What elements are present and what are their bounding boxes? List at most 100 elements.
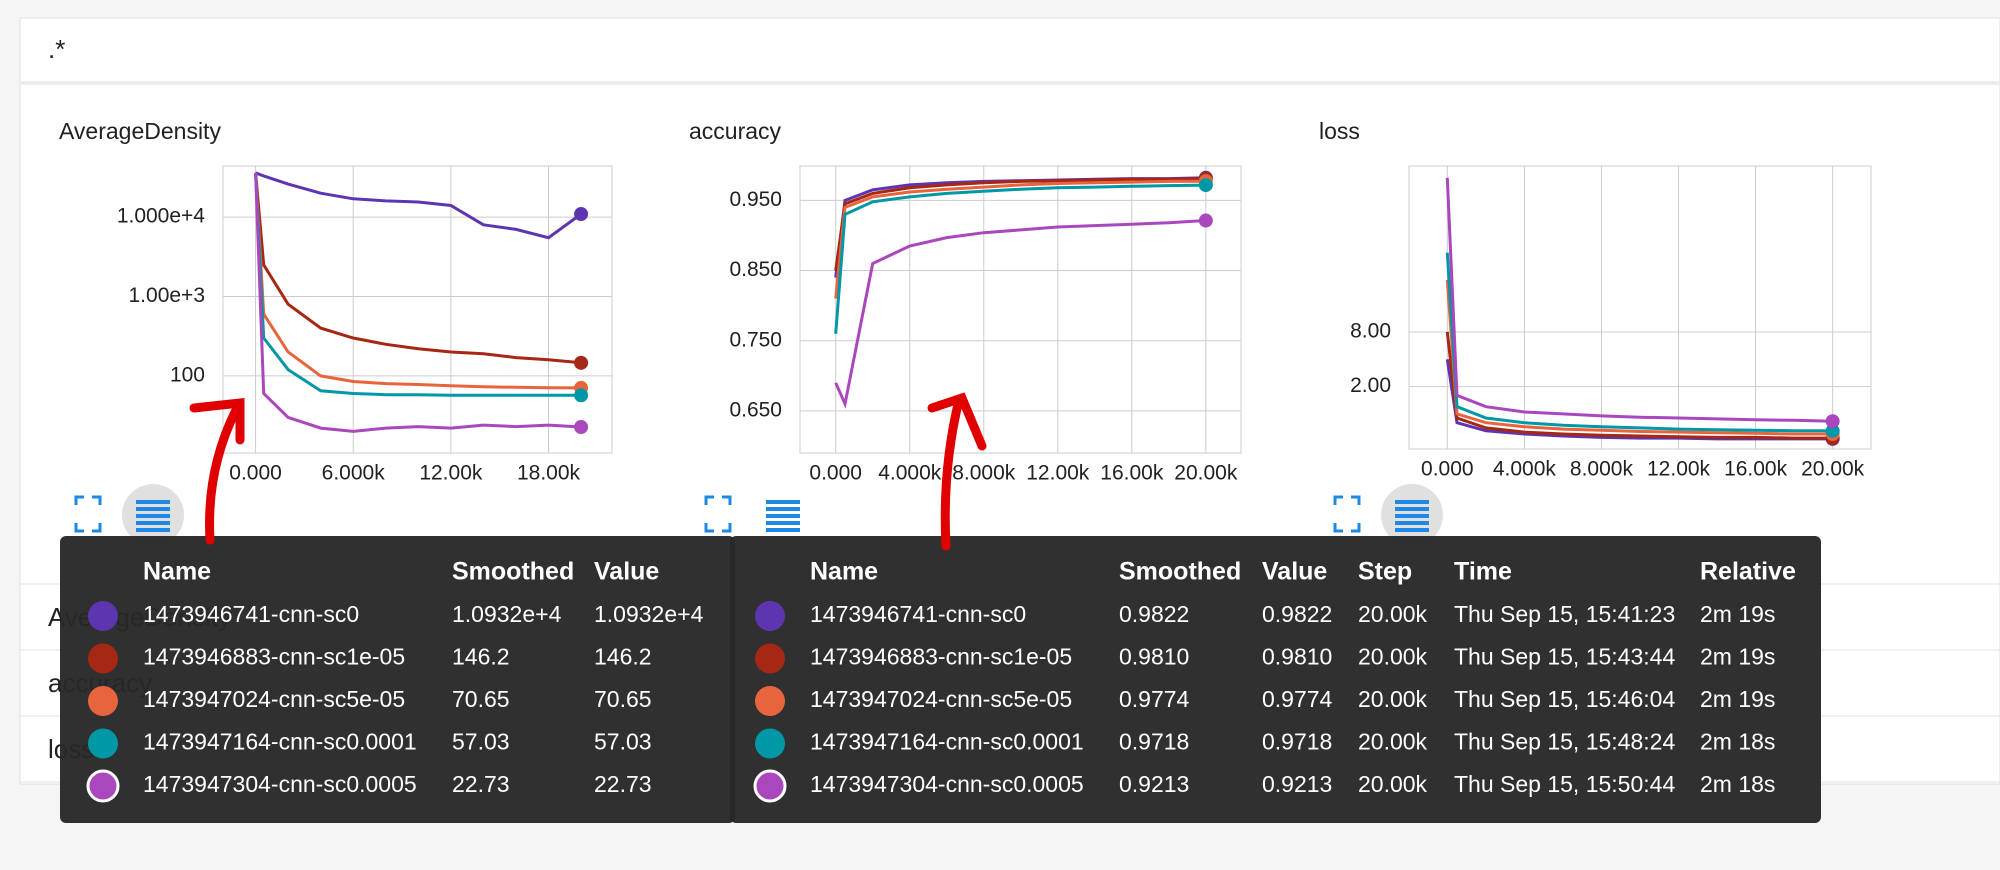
y-tick-label: 0.950 [729, 188, 782, 211]
chart: accuracy 0.000 4.000k 8.000k 12.00k 16.00k 20.… [689, 118, 1242, 485]
chart-title: accuracy [689, 118, 782, 144]
column-header: Time [1454, 558, 1512, 586]
list-button-bar[interactable] [766, 500, 800, 504]
series-line [254, 172, 582, 365]
column-header: Name [810, 558, 878, 586]
cell: 2m 18s [1700, 729, 1775, 755]
x-tick-label: 0.000 [1421, 458, 1474, 481]
list-button-bar[interactable] [136, 500, 170, 504]
annotations [189, 392, 987, 551]
cell: 0.9810 [1262, 644, 1332, 670]
cell: 70.65 [594, 686, 652, 712]
cell: 1473946741-cnn-sc0 [143, 601, 359, 627]
icons [74, 484, 1443, 546]
cell: 1473946741-cnn-sc0 [810, 601, 1026, 627]
cell: 2m 19s [1700, 686, 1775, 712]
column-header: Step [1358, 558, 1412, 586]
chart: loss 0.000 4.000k 8.000k 12.00k 16.00k 20.00k 8… [1319, 118, 1872, 481]
cell: 0.9718 [1119, 729, 1189, 755]
list-button-bar[interactable] [1395, 514, 1429, 518]
list-button-bar[interactable] [136, 521, 170, 525]
filter-text[interactable]: .* [48, 34, 65, 64]
fullscreen-button[interactable] [1333, 495, 1361, 533]
cell: 70.65 [452, 686, 510, 712]
tooltips: Name Smoothed Value 1473946741-cnn-sc0 1.093… [60, 536, 1821, 823]
series-line [1445, 279, 1833, 436]
y-tick-label: 1.00e+3 [129, 284, 206, 307]
cell: Thu Sep 15, 15:41:23 [1454, 601, 1675, 627]
x-tick-label: 4.000k [1493, 458, 1557, 481]
cell: 2m 19s [1700, 644, 1775, 670]
cell: 0.9822 [1262, 601, 1332, 627]
list-button-bar[interactable] [136, 514, 170, 518]
cell: Thu Sep 15, 15:43:44 [1454, 644, 1675, 670]
list-button-bar[interactable] [766, 507, 800, 511]
list-button-bar[interactable] [766, 514, 800, 518]
list-button-bar[interactable] [136, 528, 170, 532]
x-tick-label: 0.000 [229, 462, 282, 485]
run-color-dot [88, 643, 118, 674]
y-tick-label: 0.850 [729, 258, 782, 281]
run-color-dot [86, 769, 120, 803]
filter-bar[interactable] [19, 17, 2000, 83]
cell: 1.0932e+4 [594, 601, 704, 627]
series-line [254, 172, 582, 433]
cell: 20.00k [1358, 601, 1428, 627]
cell: 20.00k [1358, 729, 1428, 755]
cell: 2m 19s [1700, 601, 1775, 627]
list-button-bar[interactable] [136, 507, 170, 511]
cell: Thu Sep 15, 15:50:44 [1454, 771, 1675, 797]
run-color-dot [755, 686, 785, 716]
series-line [1445, 331, 1833, 440]
series-line [834, 177, 1206, 271]
list-button-bar[interactable] [1395, 500, 1429, 504]
x-tick-label: 18.00k [517, 462, 581, 485]
plot-area [222, 165, 613, 454]
cell: 146.2 [452, 644, 510, 670]
series-line [255, 171, 582, 240]
run-color-dot [755, 601, 785, 631]
series-line [1445, 177, 1833, 423]
tooltip-panel [730, 536, 1821, 823]
cell: 1473946883-cnn-sc1e-05 [143, 644, 405, 670]
end-point [1825, 414, 1840, 429]
end-point [574, 207, 589, 222]
list-button-bar[interactable] [766, 521, 800, 525]
column-header: Value [594, 558, 659, 586]
list-button-bar[interactable] [1395, 521, 1429, 525]
x-tick-label: 12.00k [1647, 458, 1711, 481]
end-point [574, 388, 589, 403]
fullscreen-button[interactable] [704, 495, 732, 533]
list-button-bar[interactable] [1395, 528, 1429, 532]
cell: 57.03 [452, 729, 510, 755]
plot-area [1408, 165, 1872, 450]
cell: 20.00k [1358, 771, 1428, 797]
charts: AverageDensity 0.000 6.000k 12.00k 18.00k 1.0… [59, 118, 1872, 485]
column-header: Smoothed [1119, 558, 1241, 586]
cell: 1.0932e+4 [452, 601, 562, 627]
list-button-bar[interactable] [766, 528, 800, 532]
fullscreen-button[interactable] [74, 495, 102, 533]
x-tick-label: 0.000 [809, 462, 862, 485]
tooltip: Name Smoothed Value Step Time Relative 1473946… [730, 536, 1821, 823]
y-tick-label: 0.750 [729, 328, 782, 351]
cell: 1473947304-cnn-sc0.0005 [810, 771, 1084, 797]
x-tick-label: 20.00k [1174, 462, 1238, 485]
x-tick-label: 8.000k [1570, 458, 1634, 481]
cell: 57.03 [594, 729, 652, 755]
cell: 0.9822 [1119, 601, 1189, 627]
chart-title: AverageDensity [59, 118, 221, 144]
list-button-bar[interactable] [1395, 507, 1429, 511]
cell: Thu Sep 15, 15:48:24 [1454, 729, 1675, 755]
y-tick-label: 100 [170, 363, 205, 386]
run-color-dot [755, 728, 785, 759]
arrow-head [189, 397, 245, 445]
column-header: Relative [1700, 558, 1796, 586]
cell: 0.9774 [1262, 686, 1333, 712]
x-tick-label: 12.00k [1026, 462, 1090, 485]
arrow-head [927, 392, 987, 451]
run-color-dot [88, 686, 118, 716]
x-tick-label: 8.000k [952, 462, 1016, 485]
x-tick-label: 12.00k [419, 462, 483, 485]
